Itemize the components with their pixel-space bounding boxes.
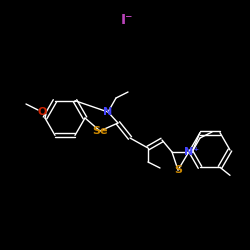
Text: N: N — [104, 107, 112, 117]
Text: O: O — [37, 107, 47, 117]
Text: N⁺: N⁺ — [184, 147, 200, 157]
Text: S: S — [174, 165, 182, 175]
Text: Se: Se — [92, 126, 108, 136]
Text: I⁻: I⁻ — [121, 13, 133, 27]
